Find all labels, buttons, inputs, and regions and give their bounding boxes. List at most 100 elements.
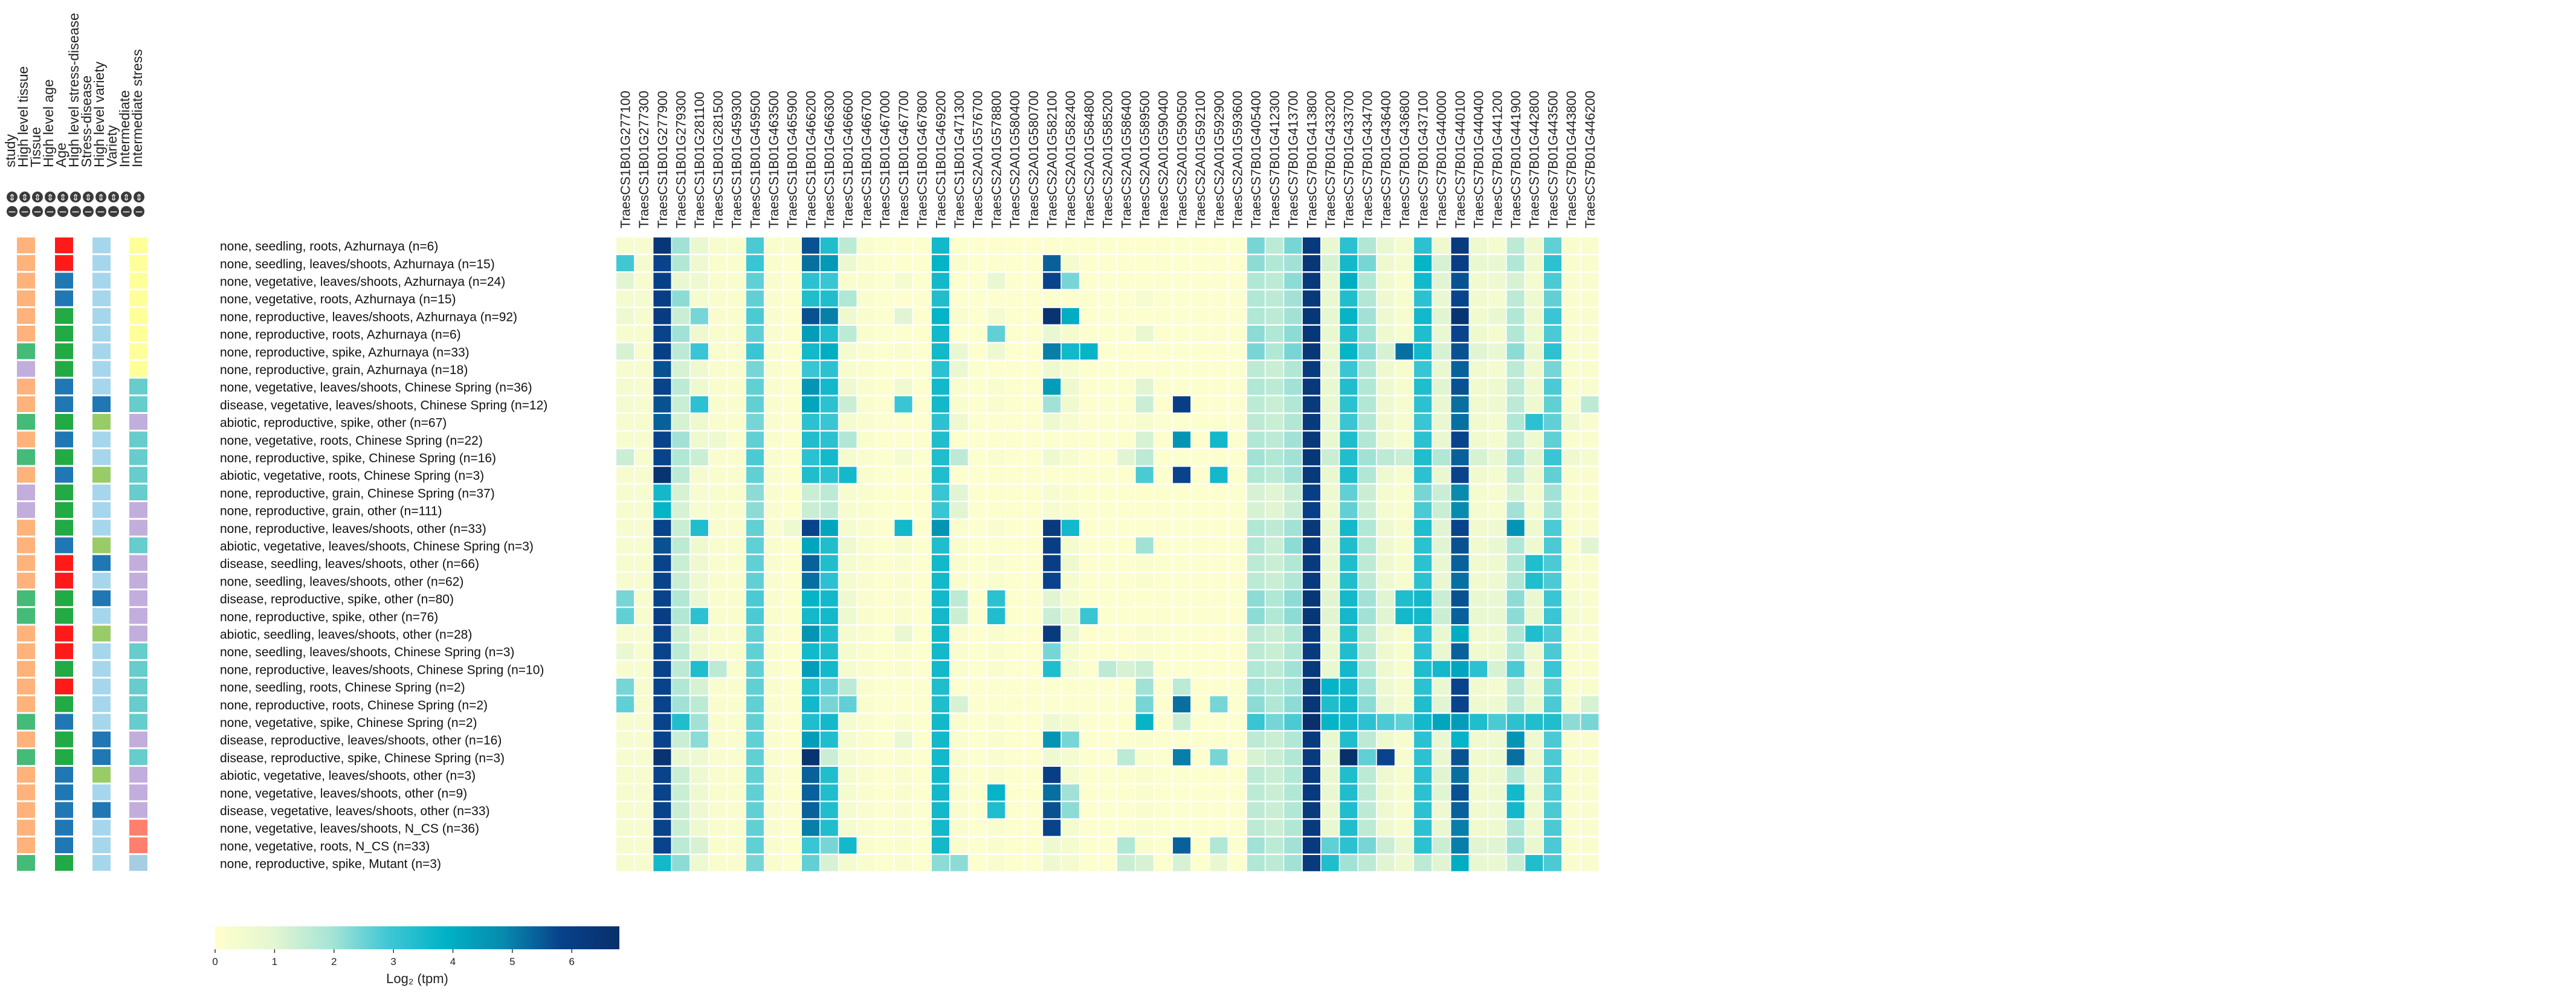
heatmap-cell[interactable]	[802, 749, 820, 766]
heatmap-cell[interactable]	[1191, 343, 1209, 360]
heatmap-cell[interactable]	[820, 837, 838, 854]
heatmap-cell[interactable]	[1562, 449, 1580, 466]
heatmap-cell[interactable]	[1191, 466, 1209, 483]
heatmap-cell[interactable]	[1024, 660, 1042, 677]
heatmap-cell[interactable]	[1302, 572, 1320, 589]
heatmap-cell[interactable]	[1321, 749, 1339, 766]
heatmap-cell[interactable]	[764, 255, 783, 271]
heatmap-cell[interactable]	[1210, 343, 1228, 360]
heatmap-cell[interactable]	[1247, 802, 1265, 819]
heatmap-cell[interactable]	[690, 290, 708, 307]
heatmap-cell[interactable]	[802, 466, 820, 483]
heatmap-cell[interactable]	[746, 273, 764, 289]
heatmap-cell[interactable]	[931, 679, 949, 695]
heatmap-cell[interactable]	[653, 731, 671, 748]
heatmap-cell[interactable]	[931, 714, 949, 731]
heatmap-cell[interactable]	[746, 326, 764, 342]
heatmap-cell[interactable]	[1525, 326, 1543, 342]
heatmap-cell[interactable]	[857, 696, 876, 712]
heatmap-cell[interactable]	[1024, 466, 1042, 483]
heatmap-cell[interactable]	[876, 502, 894, 518]
heatmap-cell[interactable]	[709, 290, 727, 307]
heatmap-cell[interactable]	[1228, 343, 1247, 360]
heatmap-cell[interactable]	[1321, 731, 1339, 748]
heatmap-cell[interactable]	[1321, 590, 1339, 607]
heatmap-cell[interactable]	[1024, 572, 1042, 589]
heatmap-cell[interactable]	[1265, 625, 1283, 642]
heatmap-cell[interactable]	[1247, 255, 1265, 271]
heatmap-cell[interactable]	[1043, 520, 1061, 536]
heatmap-cell[interactable]	[820, 484, 838, 501]
heatmap-cell[interactable]	[1043, 590, 1061, 607]
heatmap-cell[interactable]	[1080, 361, 1098, 378]
heatmap-cell[interactable]	[1358, 855, 1377, 871]
heatmap-cell[interactable]	[1488, 361, 1506, 378]
heatmap-cell[interactable]	[728, 378, 746, 395]
heatmap-cell[interactable]	[950, 273, 968, 289]
heatmap-cell[interactable]	[1525, 343, 1543, 360]
heatmap-cell[interactable]	[634, 326, 653, 342]
heatmap-cell[interactable]	[1470, 855, 1488, 871]
heatmap-cell[interactable]	[1080, 625, 1098, 642]
heatmap-cell[interactable]	[1562, 837, 1580, 854]
heatmap-cell[interactable]	[1562, 343, 1580, 360]
heatmap-cell[interactable]	[1117, 660, 1135, 677]
heatmap-cell[interactable]	[746, 837, 764, 854]
heatmap-cell[interactable]	[783, 326, 801, 342]
heatmap-cell[interactable]	[950, 290, 968, 307]
heatmap-cell[interactable]	[1506, 643, 1525, 660]
heatmap-cell[interactable]	[820, 608, 838, 624]
heatmap-cell[interactable]	[709, 237, 727, 254]
sort-icon-intermediate[interactable]: ⇕	[121, 192, 132, 203]
heatmap-cell[interactable]	[616, 466, 634, 483]
heatmap-cell[interactable]	[1470, 466, 1488, 483]
heatmap-cell[interactable]	[1265, 590, 1283, 607]
heatmap-cell[interactable]	[709, 625, 727, 642]
heatmap-cell[interactable]	[1414, 484, 1432, 501]
heatmap-cell[interactable]	[1061, 837, 1079, 854]
heatmap-cell[interactable]	[1061, 855, 1079, 871]
heatmap-cell[interactable]	[1544, 608, 1562, 624]
heatmap-cell[interactable]	[1099, 308, 1117, 324]
heatmap-cell[interactable]	[931, 449, 949, 466]
heatmap-cell[interactable]	[672, 731, 690, 748]
heatmap-cell[interactable]	[672, 625, 690, 642]
heatmap-cell[interactable]	[820, 855, 838, 871]
heatmap-cell[interactable]	[1302, 696, 1320, 712]
heatmap-cell[interactable]	[820, 749, 838, 766]
heatmap-cell[interactable]	[876, 537, 894, 554]
heatmap-cell[interactable]	[913, 361, 931, 378]
heatmap-cell[interactable]	[820, 520, 838, 536]
heatmap-cell[interactable]	[1562, 273, 1580, 289]
heatmap-cell[interactable]	[969, 590, 987, 607]
heatmap-cell[interactable]	[1340, 431, 1358, 448]
heatmap-cell[interactable]	[1265, 431, 1283, 448]
heatmap-cell[interactable]	[1581, 449, 1599, 466]
heatmap-cell[interactable]	[672, 537, 690, 554]
heatmap-cell[interactable]	[764, 679, 783, 695]
heatmap-cell[interactable]	[1506, 590, 1525, 607]
heatmap-cell[interactable]	[1061, 378, 1079, 395]
heatmap-cell[interactable]	[1117, 679, 1135, 695]
heatmap-cell[interactable]	[1043, 431, 1061, 448]
heatmap-cell[interactable]	[1377, 802, 1395, 819]
heatmap-cell[interactable]	[1135, 449, 1154, 466]
heatmap-cell[interactable]	[1506, 696, 1525, 712]
heatmap-cell[interactable]	[783, 802, 801, 819]
heatmap-cell[interactable]	[894, 767, 912, 783]
heatmap-cell[interactable]	[1340, 343, 1358, 360]
heatmap-cell[interactable]	[1154, 308, 1172, 324]
heatmap-cell[interactable]	[1061, 731, 1079, 748]
heatmap-cell[interactable]	[1024, 784, 1042, 801]
heatmap-cell[interactable]	[987, 308, 1006, 324]
heatmap-cell[interactable]	[1340, 555, 1358, 572]
heatmap-cell[interactable]	[931, 414, 949, 430]
heatmap-cell[interactable]	[1191, 643, 1209, 660]
heatmap-cell[interactable]	[876, 855, 894, 871]
heatmap-cell[interactable]	[1488, 679, 1506, 695]
heatmap-cell[interactable]	[894, 466, 912, 483]
heatmap-cell[interactable]	[1024, 643, 1042, 660]
heatmap-cell[interactable]	[690, 502, 708, 518]
heatmap-cell[interactable]	[746, 255, 764, 271]
heatmap-cell[interactable]	[709, 767, 727, 783]
